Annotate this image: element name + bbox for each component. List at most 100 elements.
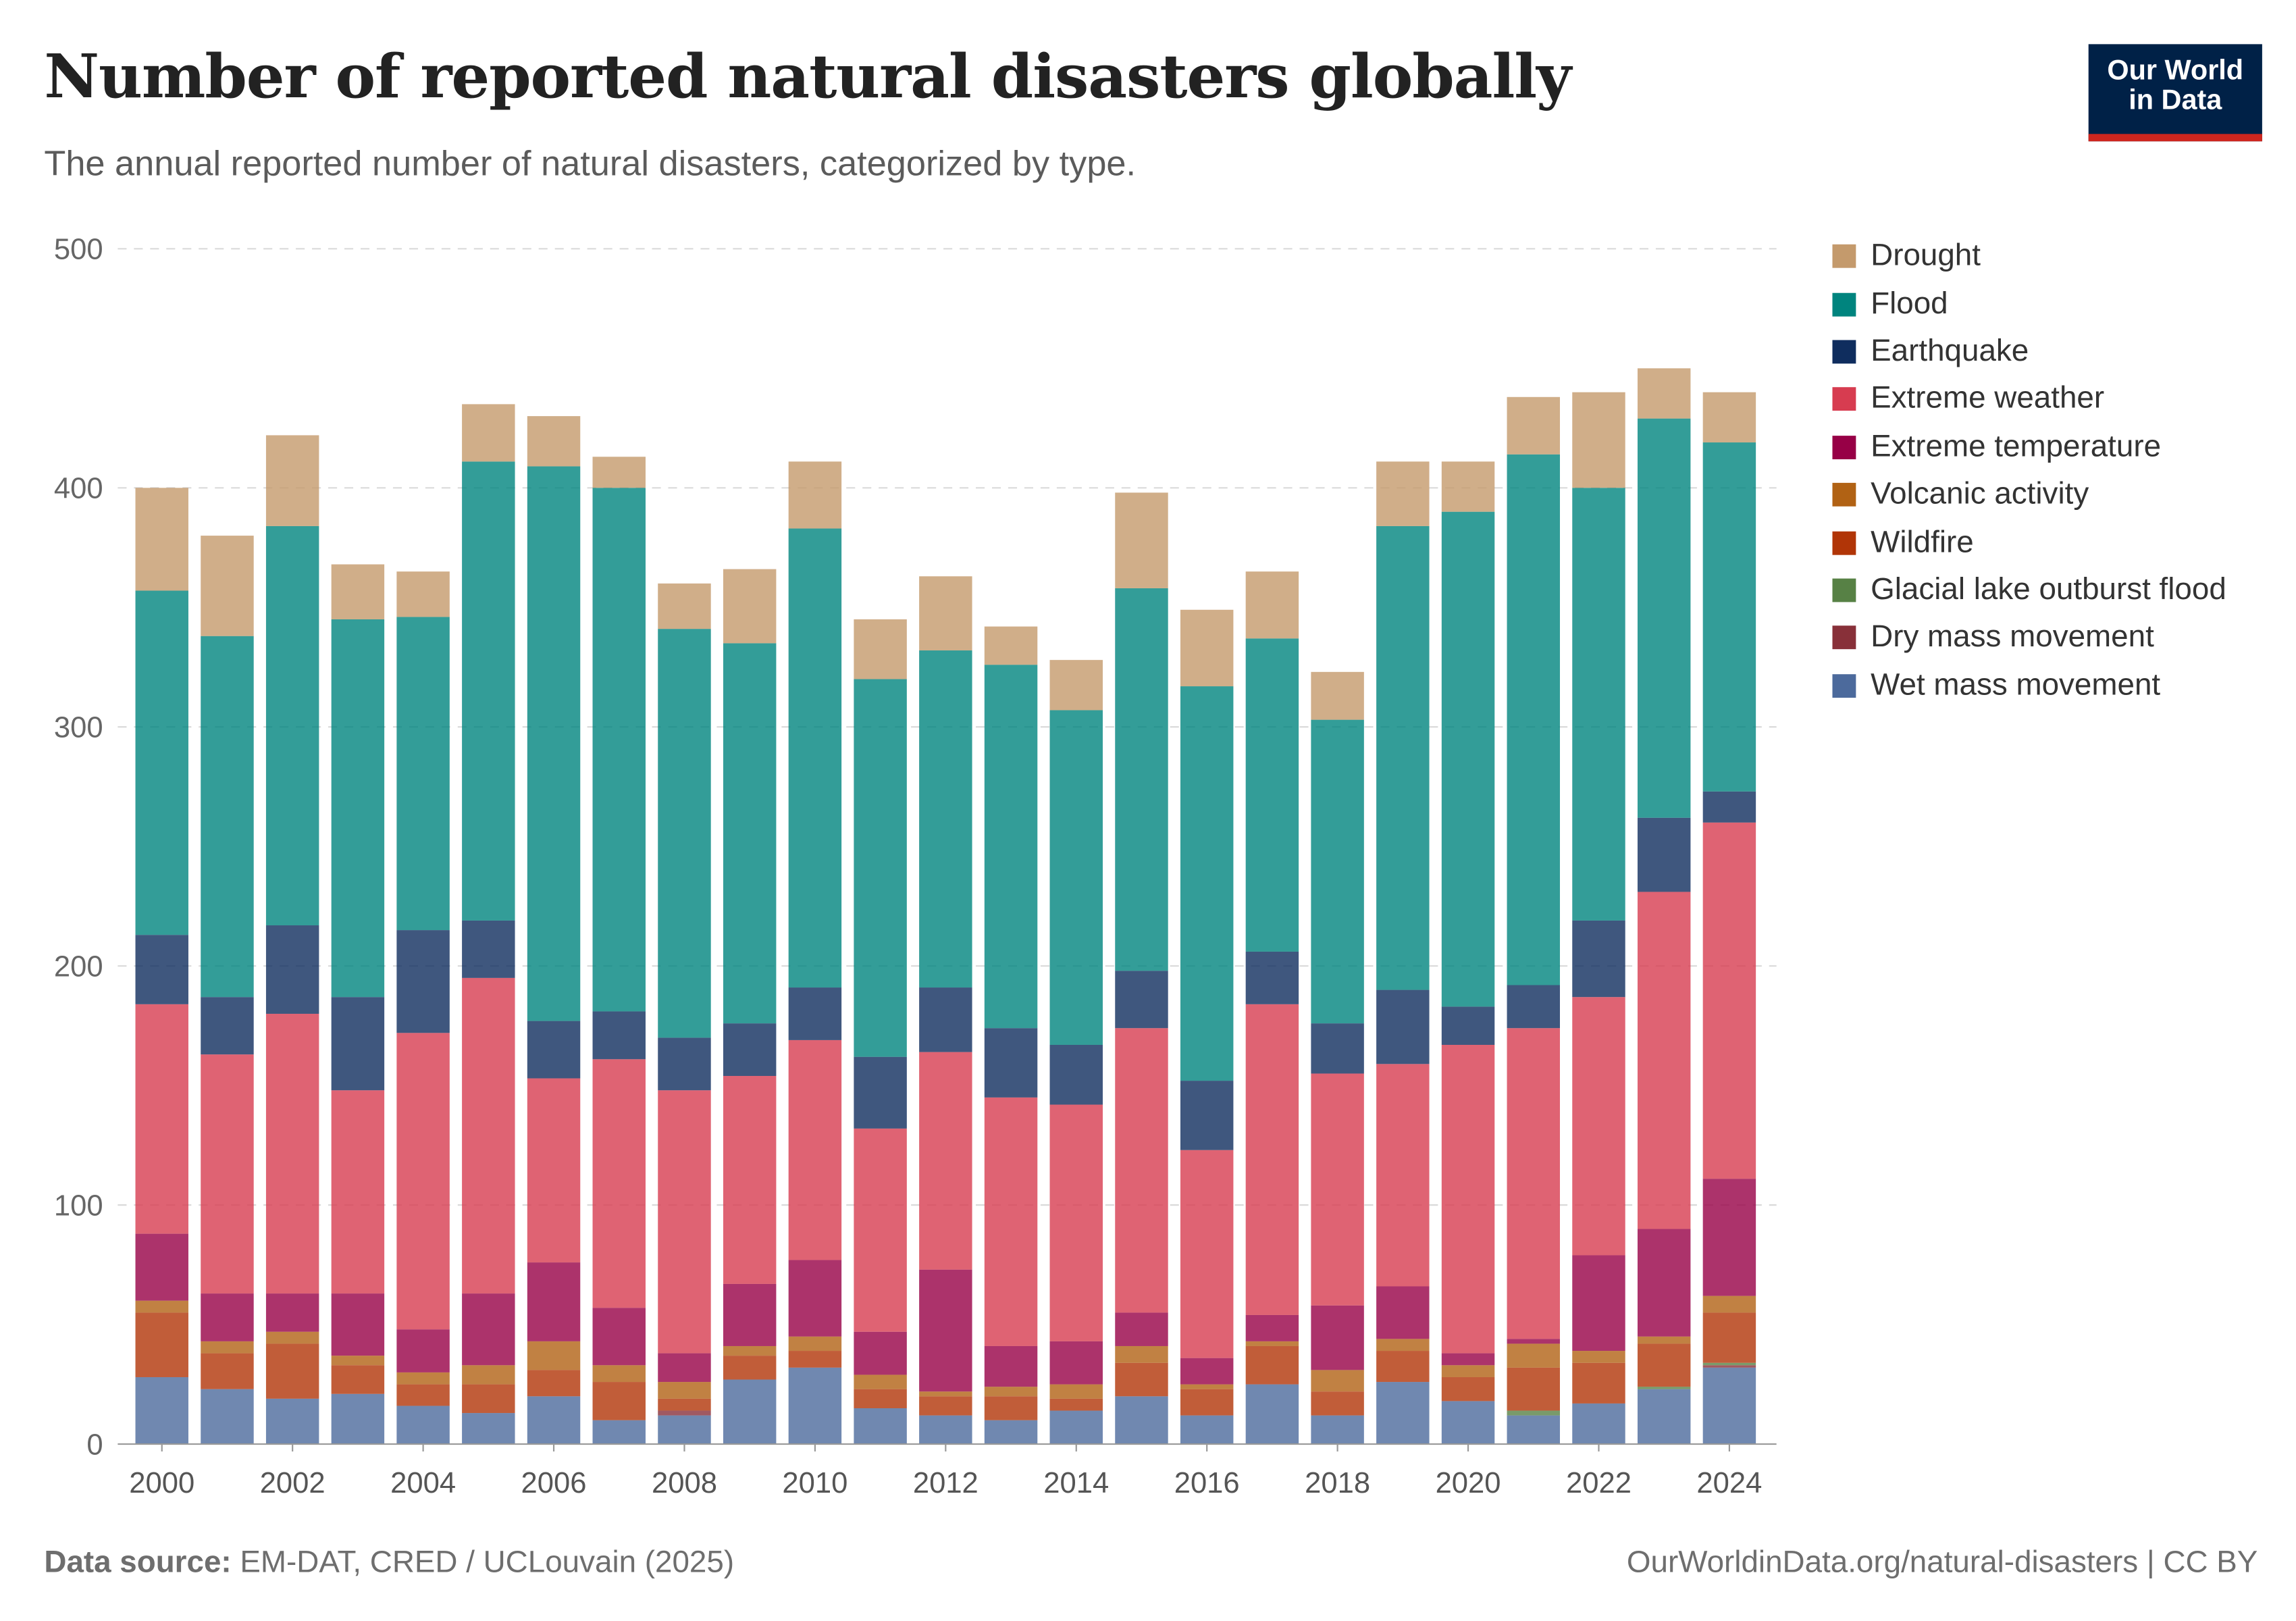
bar-segment-wet-mass-movement <box>396 1406 450 1445</box>
bar-segment-flood <box>919 650 972 988</box>
bar-segment-earthquake <box>1115 971 1168 1029</box>
bar-segment-flood <box>201 636 254 998</box>
legend-item[interactable]: Drought <box>1832 232 2226 280</box>
legend-item[interactable]: Earthquake <box>1832 328 2226 376</box>
bar-segment-drought <box>1507 396 1560 455</box>
y-tick-label: 300 <box>54 711 103 744</box>
bar-segment-earthquake <box>135 935 188 1004</box>
bar-segment-volcanic-activity <box>265 1331 319 1344</box>
bar-segment-volcanic-activity <box>592 1365 646 1383</box>
bar-segment-volcanic-activity <box>462 1365 515 1385</box>
bar-segment-wildfire <box>331 1365 385 1394</box>
bar-segment-flood <box>1702 442 1756 792</box>
legend-item[interactable]: Flood <box>1832 280 2226 328</box>
bar-segment-wet-mass-movement <box>1049 1410 1103 1445</box>
bar-segment-flood <box>658 629 711 1038</box>
bar-segment-wildfire <box>1376 1351 1430 1383</box>
bar-segment-wet-mass-movement <box>1376 1382 1430 1445</box>
legend-label: Dry mass movement <box>1871 620 2154 654</box>
bar-segment-flood <box>592 488 646 1012</box>
bar-segment-drought <box>984 626 1038 665</box>
bar-segment-wildfire <box>919 1396 972 1416</box>
legend-item[interactable]: Extreme temperature <box>1832 423 2226 471</box>
bar-segment-flood <box>1507 454 1560 985</box>
bar-segment-extreme-temperature <box>788 1260 842 1337</box>
legend-item[interactable]: Volcanic activity <box>1832 471 2226 519</box>
bar-segment-earthquake <box>919 987 972 1052</box>
bar-segment-extreme-weather <box>919 1052 972 1270</box>
url-license[interactable]: OurWorldinData.org/natural-disasters | C… <box>1626 1545 2258 1580</box>
bar-segment-volcanic-activity <box>658 1382 711 1399</box>
bar-segment-drought <box>1572 392 1625 488</box>
bar-segment-volcanic-activity <box>1441 1365 1495 1377</box>
bar-segment-extreme-temperature <box>527 1262 581 1341</box>
bar-segment-wildfire <box>396 1384 450 1406</box>
bar-segment-drought <box>1049 660 1103 711</box>
x-tick-label: 2012 <box>913 1467 979 1499</box>
legend-label: Earthquake <box>1871 334 2029 368</box>
bar-segment-wildfire <box>1507 1367 1560 1411</box>
bar-segment-extreme-weather <box>265 1013 319 1294</box>
data-source: Data source: EM-DAT, CRED / UCLouvain (2… <box>44 1545 734 1580</box>
bar-segment-wildfire <box>1180 1389 1234 1416</box>
bar-segment-wet-mass-movement <box>788 1367 842 1445</box>
bar-segment-extreme-weather <box>135 1004 188 1234</box>
bar-segment-wet-mass-movement <box>1441 1401 1495 1445</box>
bar-segment-flood <box>984 665 1038 1029</box>
y-tick-label: 0 <box>86 1429 103 1461</box>
bar-segment-volcanic-activity <box>331 1356 385 1366</box>
bar-segment-extreme-temperature <box>462 1293 515 1366</box>
legend-item[interactable]: Wet mass movement <box>1832 662 2226 710</box>
bar-segment-wet-mass-movement <box>1702 1367 1756 1445</box>
bar-segment-wet-mass-movement <box>984 1420 1038 1445</box>
legend-item[interactable]: Glacial lake outburst flood <box>1832 567 2226 615</box>
bar-segment-volcanic-activity <box>527 1341 581 1370</box>
bar-segment-volcanic-activity <box>396 1372 450 1385</box>
legend-label: Glacial lake outburst flood <box>1871 572 2226 607</box>
y-tick-label: 200 <box>54 950 103 983</box>
bar-segment-wildfire <box>135 1312 188 1377</box>
legend-item[interactable]: Extreme weather <box>1832 376 2226 423</box>
bar-segment-volcanic-activity <box>1180 1384 1234 1389</box>
bar-segment-flood <box>854 679 907 1057</box>
bar-segment-wildfire <box>984 1396 1038 1420</box>
bar-segment-extreme-temperature <box>658 1353 711 1383</box>
legend-label: Extreme weather <box>1871 382 2105 416</box>
x-tick-label: 2000 <box>129 1467 194 1499</box>
owid-logo[interactable]: Our World in Data <box>2088 44 2262 142</box>
bar-segment-flood <box>1115 588 1168 971</box>
bar-segment-drought <box>1441 461 1495 512</box>
bar-segment-earthquake <box>592 1011 646 1060</box>
bar-segment-drought <box>723 569 777 644</box>
x-tick-label: 2010 <box>782 1467 847 1499</box>
bar-segment-drought <box>1115 492 1168 588</box>
bar-segment-dry-mass-movement <box>1702 1365 1756 1368</box>
legend-item[interactable]: Dry mass movement <box>1832 614 2226 662</box>
bar-segment-extreme-temperature <box>265 1293 319 1332</box>
legend-label: Drought <box>1871 238 1981 273</box>
y-tick-label: 100 <box>54 1189 103 1222</box>
bar-segment-extreme-temperature <box>919 1269 972 1392</box>
bar-segment-volcanic-activity <box>919 1391 972 1397</box>
legend-swatch <box>1832 435 1856 459</box>
bar-segment-wet-mass-movement <box>723 1379 777 1445</box>
bar-segment-drought <box>1637 368 1691 419</box>
data-source-text[interactable]: EM-DAT, CRED / UCLouvain (2025) <box>240 1545 735 1580</box>
bar-segment-earthquake <box>462 920 515 978</box>
bar-segment-extreme-weather <box>1702 822 1756 1179</box>
bar-segment-wet-mass-movement <box>854 1408 907 1445</box>
bar-segment-volcanic-activity <box>1049 1384 1103 1399</box>
legend-swatch <box>1832 578 1856 602</box>
bar-segment-extreme-weather <box>1245 1004 1299 1315</box>
bar-segment-volcanic-activity <box>1376 1339 1430 1352</box>
bar-segment-extreme-weather <box>1441 1044 1495 1354</box>
bar-segment-wet-mass-movement <box>331 1393 385 1445</box>
bar-segment-volcanic-activity <box>788 1336 842 1352</box>
x-tick-label: 2020 <box>1436 1467 1501 1499</box>
bar-segment-drought <box>1180 609 1234 687</box>
legend-item[interactable]: Wildfire <box>1832 519 2226 567</box>
bar-segment-drought <box>788 461 842 529</box>
bar-segment-wildfire <box>265 1343 319 1399</box>
bar-segment-wildfire <box>723 1356 777 1380</box>
bar-segment-extreme-weather <box>984 1097 1038 1346</box>
